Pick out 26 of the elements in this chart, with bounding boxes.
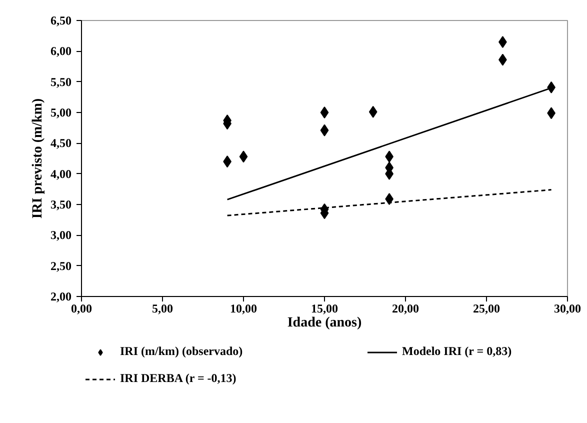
y-tick-label: 6,00 (50, 44, 72, 58)
legend-label: IRI DERBA (r = -0,13) (120, 371, 238, 386)
y-tick-label: 3,50 (50, 198, 72, 212)
x-tick-label: 10,00 (230, 302, 257, 316)
y-tick-label: 2,00 (50, 290, 72, 304)
y-tick-label: 2,50 (50, 258, 72, 273)
x-tick-label: 25,00 (473, 302, 500, 316)
y-tick-label: 4,00 (50, 166, 72, 181)
x-tick-label: 0,00 (71, 302, 92, 316)
y-tick-label: 6,50 (50, 14, 72, 28)
legend-label: IRI (m/km) (observado) (120, 344, 244, 359)
y-tick-label: 4,50 (50, 136, 72, 150)
x-axis-title: Idade (anos) (287, 316, 362, 330)
x-tick-label: 15,00 (311, 302, 338, 316)
point (239, 150, 248, 163)
y-axis-title: IRI previsto (m/km) (30, 98, 46, 219)
point (320, 124, 329, 136)
point (368, 106, 378, 118)
y-tick-label: 5,50 (50, 74, 72, 89)
x-tick-label: 5,00 (152, 302, 173, 316)
x-tick-label: 20,00 (392, 302, 419, 316)
y-tick-label: 3,00 (50, 228, 72, 242)
x-tick-label: 30,00 (554, 302, 581, 316)
legend-label: Modelo IRI (r = 0,83) (402, 344, 513, 359)
point (320, 106, 329, 118)
y-tick-label: 5,00 (50, 106, 72, 120)
